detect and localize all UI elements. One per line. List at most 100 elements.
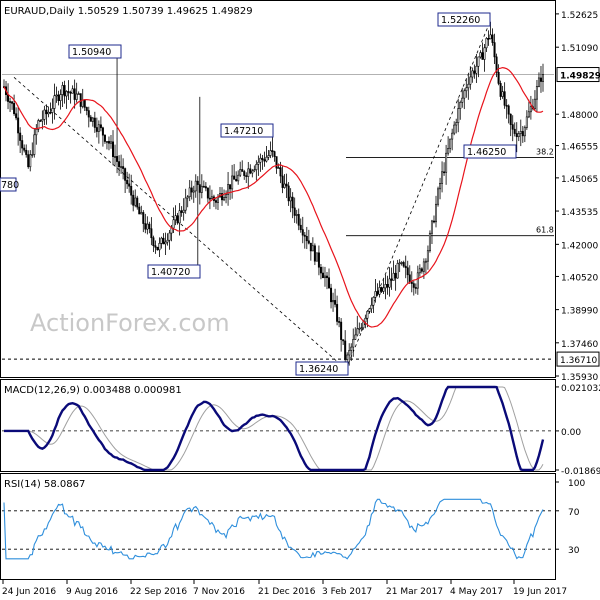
candle-body [176,215,179,224]
candle-body [132,194,135,206]
candle-body [47,111,50,115]
candle-body [55,94,58,97]
candle-body [200,185,203,193]
candle-body [533,98,536,110]
candle-body [372,297,375,306]
price-tick-label: 1.45065 [561,175,598,185]
candle-body [251,170,254,174]
candle-body [206,187,209,199]
date-tick-label: 7 Nov 2016 [193,587,245,597]
candle-body [273,151,276,157]
candle-body [69,92,72,94]
candle-body [342,339,345,342]
candle-body [9,101,12,103]
candle-body [439,183,442,190]
candle-body [511,124,514,130]
candle-body [19,132,22,141]
candle-body [396,263,399,279]
support-label: 1.36710 [560,356,597,366]
date-tick-label: 21 Dec 2016 [258,587,316,597]
candle-body [23,147,26,151]
candle-body [221,193,224,201]
candle-body [89,116,92,122]
candle-body [384,284,387,289]
candle-body [247,168,250,177]
candle-body [368,308,371,312]
price-tick-label: 1.46555 [561,143,598,153]
candle-body [311,245,314,252]
fib-levels: 38.2 61.8 [346,148,554,237]
candle-body [517,133,520,138]
current-price-label: 1.49829 [560,72,600,82]
candle-body [447,147,450,154]
candle-body [148,223,151,230]
candle-body [483,47,486,60]
candle-body [449,138,452,149]
candle-body [305,236,308,242]
candle-body [49,111,52,114]
candle-body [473,70,476,74]
candle-body [259,157,262,163]
price-callout-box [220,123,274,138]
candle-body [354,334,357,340]
candle-body [202,185,205,188]
candle-body [487,38,490,40]
candle-body [362,321,365,329]
candle-body [279,167,282,177]
candle-body [204,186,207,189]
candle-body [120,166,123,168]
candle-body [269,150,272,156]
candle-body [392,272,395,281]
candle-body [107,141,110,144]
candle-body [43,109,46,120]
candle-body [509,113,512,125]
candle-body [291,196,294,209]
candle-body [253,169,256,172]
candle-body [227,184,230,195]
candle-body [346,354,349,360]
candle-body [29,154,32,168]
candle-body [297,214,300,226]
candle-body [303,234,306,237]
candle-body [15,113,18,119]
price-callout-box [463,144,517,159]
date-tick-label: 19 Jun 2017 [513,587,567,597]
candle-body [513,128,516,134]
price-callout-label: 1.52260 [441,15,480,26]
candle-body [180,210,183,213]
candle-body [235,179,238,182]
candle-body [223,197,226,201]
candle-body [477,56,480,67]
candle-body [501,91,504,97]
candle-body [467,83,470,89]
candle-body [243,171,246,176]
candle-body [17,117,20,134]
candle-body [340,321,343,340]
candle-body [307,240,310,244]
price-callout-label: 1.36240 [299,364,338,375]
candle-body [182,209,185,213]
rsi-line [3,498,544,560]
candle-body [495,56,498,73]
price-callout-box [68,44,122,59]
candle-body [112,141,115,157]
candle-body [237,174,240,182]
candle-body [319,266,322,274]
candle-body [289,196,292,202]
candle-body [432,220,435,223]
candle-body [352,339,355,348]
moving-average-line [3,66,544,328]
candle-body [380,287,383,292]
candle-body [388,278,391,288]
candle-body [370,304,373,310]
candle-body [521,131,524,137]
rsi-tick-label: 30 [568,546,580,556]
candle-body [31,154,34,156]
candle-body [85,107,88,111]
candle-body [475,65,478,74]
candle-body [196,180,199,185]
downtrend-line [13,77,347,370]
candle-body [315,252,318,262]
candle-body [114,156,117,158]
candle-body [321,272,324,279]
